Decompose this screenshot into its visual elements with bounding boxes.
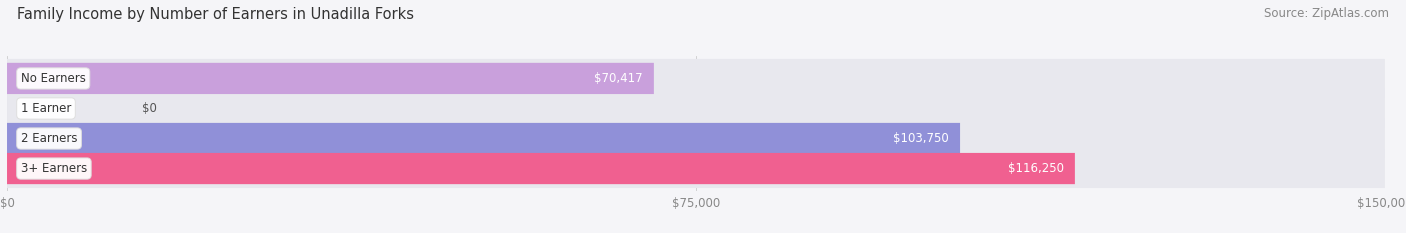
Text: 3+ Earners: 3+ Earners (21, 162, 87, 175)
Text: 1 Earner: 1 Earner (21, 102, 72, 115)
Text: $0: $0 (142, 102, 157, 115)
Text: $116,250: $116,250 (1008, 162, 1064, 175)
Text: No Earners: No Earners (21, 72, 86, 85)
FancyBboxPatch shape (7, 63, 654, 94)
FancyBboxPatch shape (7, 153, 1074, 184)
FancyBboxPatch shape (7, 149, 1385, 188)
FancyBboxPatch shape (7, 89, 1385, 128)
Text: $70,417: $70,417 (595, 72, 643, 85)
Text: $103,750: $103,750 (893, 132, 949, 145)
FancyBboxPatch shape (7, 119, 1385, 158)
FancyBboxPatch shape (7, 123, 960, 154)
FancyBboxPatch shape (7, 59, 1385, 98)
Text: Source: ZipAtlas.com: Source: ZipAtlas.com (1264, 7, 1389, 20)
Text: Family Income by Number of Earners in Unadilla Forks: Family Income by Number of Earners in Un… (17, 7, 413, 22)
Text: 2 Earners: 2 Earners (21, 132, 77, 145)
